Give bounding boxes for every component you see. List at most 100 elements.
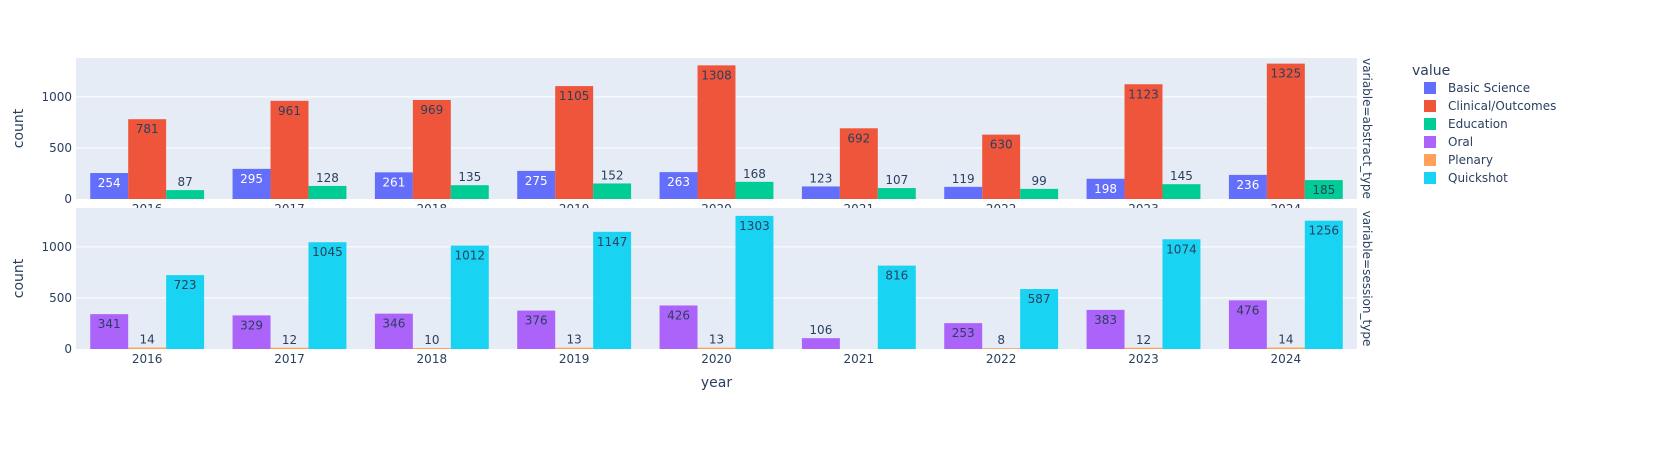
- x-tick-label: 2017: [274, 352, 305, 366]
- y-tick-label: 0: [64, 342, 72, 356]
- bar: [982, 348, 1021, 349]
- bar: [697, 347, 736, 349]
- y-tick-label: 1000: [41, 240, 72, 254]
- bar: [374, 313, 413, 349]
- legend-entry-label: Plenary: [1448, 153, 1493, 167]
- data-label: 236: [1236, 178, 1259, 192]
- data-label: 128: [316, 171, 339, 185]
- data-label: 376: [525, 314, 548, 328]
- y-tick-label: 500: [49, 141, 72, 155]
- data-label: 12: [282, 333, 297, 347]
- bar: [839, 128, 878, 199]
- data-label: 1012: [455, 249, 486, 263]
- x-tick-label: 2023: [1128, 352, 1159, 366]
- x-tick-label: 2016: [132, 352, 163, 366]
- bar: [412, 99, 451, 199]
- bar: [1266, 347, 1305, 349]
- data-label: 14: [1278, 333, 1293, 347]
- plot-background: [76, 208, 1357, 349]
- bar: [1162, 239, 1201, 349]
- data-label: 13: [709, 333, 724, 347]
- bar: [735, 215, 774, 349]
- bar: [593, 231, 632, 349]
- data-label: 692: [847, 131, 870, 145]
- data-label: 329: [240, 318, 263, 332]
- data-label: 1074: [1166, 242, 1197, 256]
- bar: [593, 183, 632, 199]
- legend-entry-label: Clinical/Outcomes: [1448, 99, 1556, 113]
- bar: [232, 168, 271, 199]
- bar: [735, 181, 774, 199]
- bar: [1020, 289, 1059, 349]
- bar: [166, 275, 205, 349]
- x-tick-label: 2018: [417, 352, 448, 366]
- data-label: 152: [601, 168, 624, 182]
- data-label: 1045: [312, 245, 343, 259]
- bar: [1124, 84, 1163, 199]
- legend-swatch: [1424, 172, 1436, 184]
- data-label: 254: [98, 176, 121, 190]
- legend-swatch: [1424, 100, 1436, 112]
- bar: [308, 242, 347, 349]
- bar: [166, 190, 205, 199]
- data-label: 1147: [597, 235, 628, 249]
- legend-swatch: [1424, 82, 1436, 94]
- bar: [944, 186, 983, 199]
- bar: [1086, 178, 1125, 199]
- data-label: 723: [174, 278, 197, 292]
- bar: [450, 245, 489, 349]
- data-label: 476: [1236, 303, 1259, 317]
- legend-swatch: [1424, 118, 1436, 130]
- data-label: 107: [885, 173, 908, 187]
- bar: [308, 185, 347, 199]
- bar: [659, 305, 698, 349]
- data-label: 123: [809, 171, 832, 185]
- facet-panel-2: 0 500 1000 count variable=session_type 341 329…: [11, 208, 1374, 366]
- y-tick-label: 1000: [41, 90, 72, 104]
- bar: [270, 347, 309, 349]
- x-tick-label: 2020: [701, 352, 732, 366]
- bar: [1162, 184, 1201, 199]
- bar: [1304, 180, 1343, 199]
- bar: [697, 65, 736, 199]
- data-label: 8: [997, 333, 1005, 347]
- legend: value Basic Science Clinical/Outcomes Educa…: [1412, 63, 1556, 185]
- data-label: 1308: [701, 68, 732, 82]
- data-label: 1256: [1309, 224, 1340, 238]
- x-tick-label: 2021: [844, 352, 875, 366]
- facet-label: variable=abstract_type: [1360, 58, 1374, 199]
- data-label: 1123: [1128, 87, 1159, 101]
- bar: [450, 185, 489, 199]
- legend-swatch: [1424, 136, 1436, 148]
- bar: [232, 315, 271, 349]
- data-label: 263: [667, 175, 690, 189]
- data-label: 253: [952, 326, 975, 340]
- y-tick-label: 500: [49, 291, 72, 305]
- data-label: 346: [382, 317, 405, 331]
- data-label: 13: [567, 333, 582, 347]
- bar: [801, 186, 840, 199]
- bar: [1304, 220, 1343, 349]
- y-tick-label: 0: [64, 192, 72, 206]
- data-label: 816: [885, 269, 908, 283]
- data-label: 119: [952, 172, 975, 186]
- data-label: 185: [1312, 183, 1335, 197]
- data-label: 630: [990, 138, 1013, 152]
- bar: [801, 338, 840, 349]
- legend-entry-label: Oral: [1448, 135, 1473, 149]
- bar: [1086, 309, 1125, 349]
- bar: [1020, 188, 1059, 199]
- bar: [877, 265, 916, 349]
- data-label: 168: [743, 167, 766, 181]
- data-label: 781: [136, 122, 159, 136]
- bar: [1228, 300, 1267, 349]
- bar: [555, 347, 594, 349]
- data-label: 1325: [1271, 67, 1302, 81]
- x-tick-label: 2024: [1271, 352, 1302, 366]
- data-label: 14: [140, 333, 155, 347]
- data-label: 275: [525, 174, 548, 188]
- bar: [555, 86, 594, 199]
- legend-entry-label: Basic Science: [1448, 81, 1530, 95]
